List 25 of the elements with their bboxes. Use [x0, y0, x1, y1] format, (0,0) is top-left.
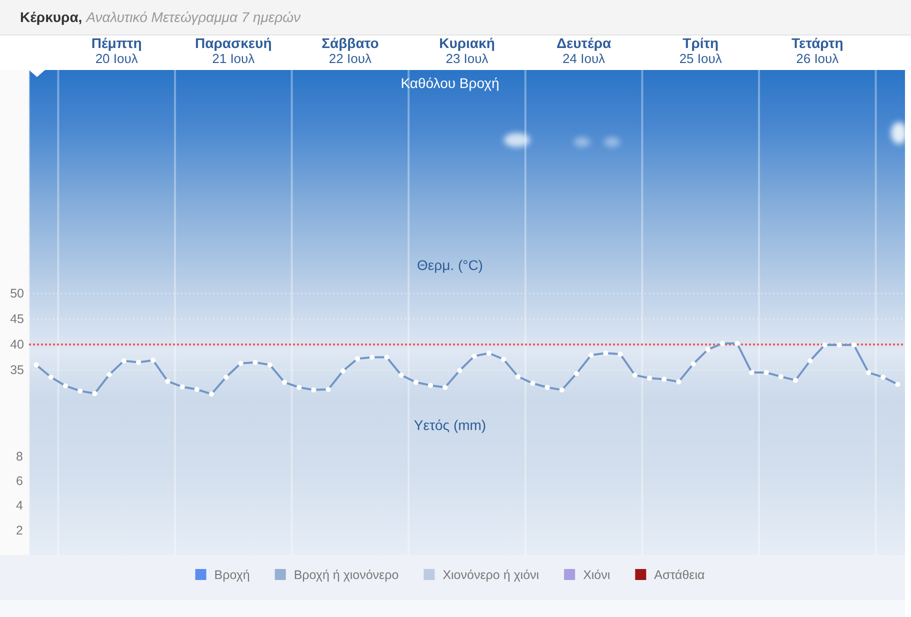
chart-title: Κέρκυρα,: [20, 9, 82, 25]
legend-label: Βροχή ή χιονόνερο: [294, 568, 399, 582]
chart-subtitle: Αναλυτικό Μετεώγραμμα 7 ημερών: [85, 9, 301, 25]
x-tick-label: Παρασκευή 21 Ιουλ: [195, 35, 272, 66]
legend-label: Αστάθεια: [654, 568, 705, 582]
legend-label: Βροχή: [214, 568, 250, 582]
x-tick-label: Δευτέρα 24 Ιουλ: [556, 35, 612, 66]
y2-tick-label: 4: [16, 498, 24, 513]
annotation: Καθόλου Βροχή: [400, 75, 500, 91]
y2-tick-label: 8: [16, 449, 24, 464]
legend-label: Χιόνι: [583, 568, 610, 582]
y2-tick-label: 6: [16, 474, 24, 488]
x-tick-label: Τρίτη 25 Ιουλ: [679, 35, 722, 66]
y-tick-label: 45: [10, 312, 24, 326]
x-tick-label: Σάββατο 22 Ιουλ: [322, 35, 379, 66]
x-tick-label: Τετάρτη 26 Ιουλ: [792, 35, 844, 66]
y-tick-label: 50: [10, 286, 24, 300]
legend-label: Χιονόνερο ή χιόνι: [442, 568, 540, 582]
y-tick-label: 40: [10, 337, 24, 352]
y2-axis-title: Υετός (mm): [414, 417, 486, 433]
x-tick-label: Πέμπτη 20 Ιουλ: [91, 35, 142, 66]
x-tick-label: Κυριακή 23 Ιουλ: [439, 35, 495, 66]
y2-tick-label: 2: [16, 523, 24, 538]
y-tick-label: 35: [10, 362, 24, 377]
annotation: Θερμ. (°C): [417, 257, 483, 273]
